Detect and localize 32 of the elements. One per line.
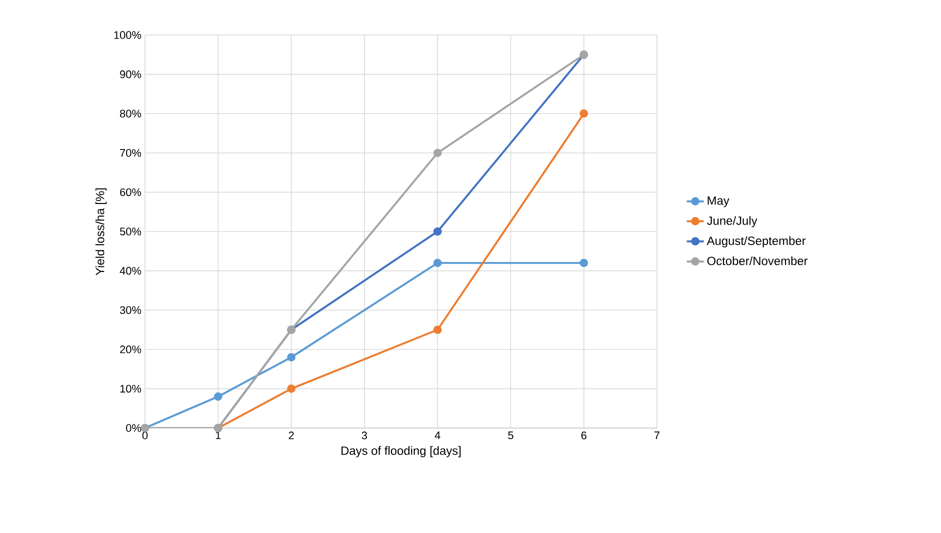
x-tick-label: 5 — [508, 432, 514, 440]
y-tick-label: 70% — [120, 149, 142, 157]
y-tick-label: 40% — [120, 266, 142, 275]
x-tick-label: 4 — [434, 432, 440, 440]
x-tick-label: 6 — [581, 432, 586, 440]
point — [580, 109, 588, 118]
legend-label: May — [708, 196, 730, 208]
x-axis-title: Days of flooding [days] — [342, 446, 461, 458]
x-tick-label: 2 — [288, 432, 294, 440]
y-tick-label: 20% — [120, 346, 142, 354]
legend-label: June/July — [706, 216, 758, 228]
y-tick-label: 10% — [120, 384, 142, 393]
y-tick-label: 50% — [120, 228, 142, 236]
y-tick-label: 0% — [126, 424, 142, 432]
x-tick-label: 3 — [362, 432, 367, 440]
point — [287, 353, 296, 362]
y-tick-label: 100% — [114, 31, 142, 39]
point — [580, 258, 588, 268]
y-tick-label: 90% — [120, 70, 142, 78]
point — [214, 392, 222, 401]
point — [433, 258, 442, 268]
point — [287, 384, 296, 393]
point — [433, 148, 442, 158]
point — [433, 326, 442, 334]
y-tick-label: 30% — [120, 306, 142, 314]
legend-label: October/November — [707, 256, 808, 266]
y-tick-label: 60% — [120, 188, 142, 196]
y-tick-label: 80% — [120, 110, 142, 118]
y-axis-title: Yield loss/ha [%] — [95, 188, 107, 276]
legend-label: August/September — [706, 236, 806, 248]
point — [433, 227, 442, 236]
x-tick-label: 7 — [654, 432, 660, 440]
